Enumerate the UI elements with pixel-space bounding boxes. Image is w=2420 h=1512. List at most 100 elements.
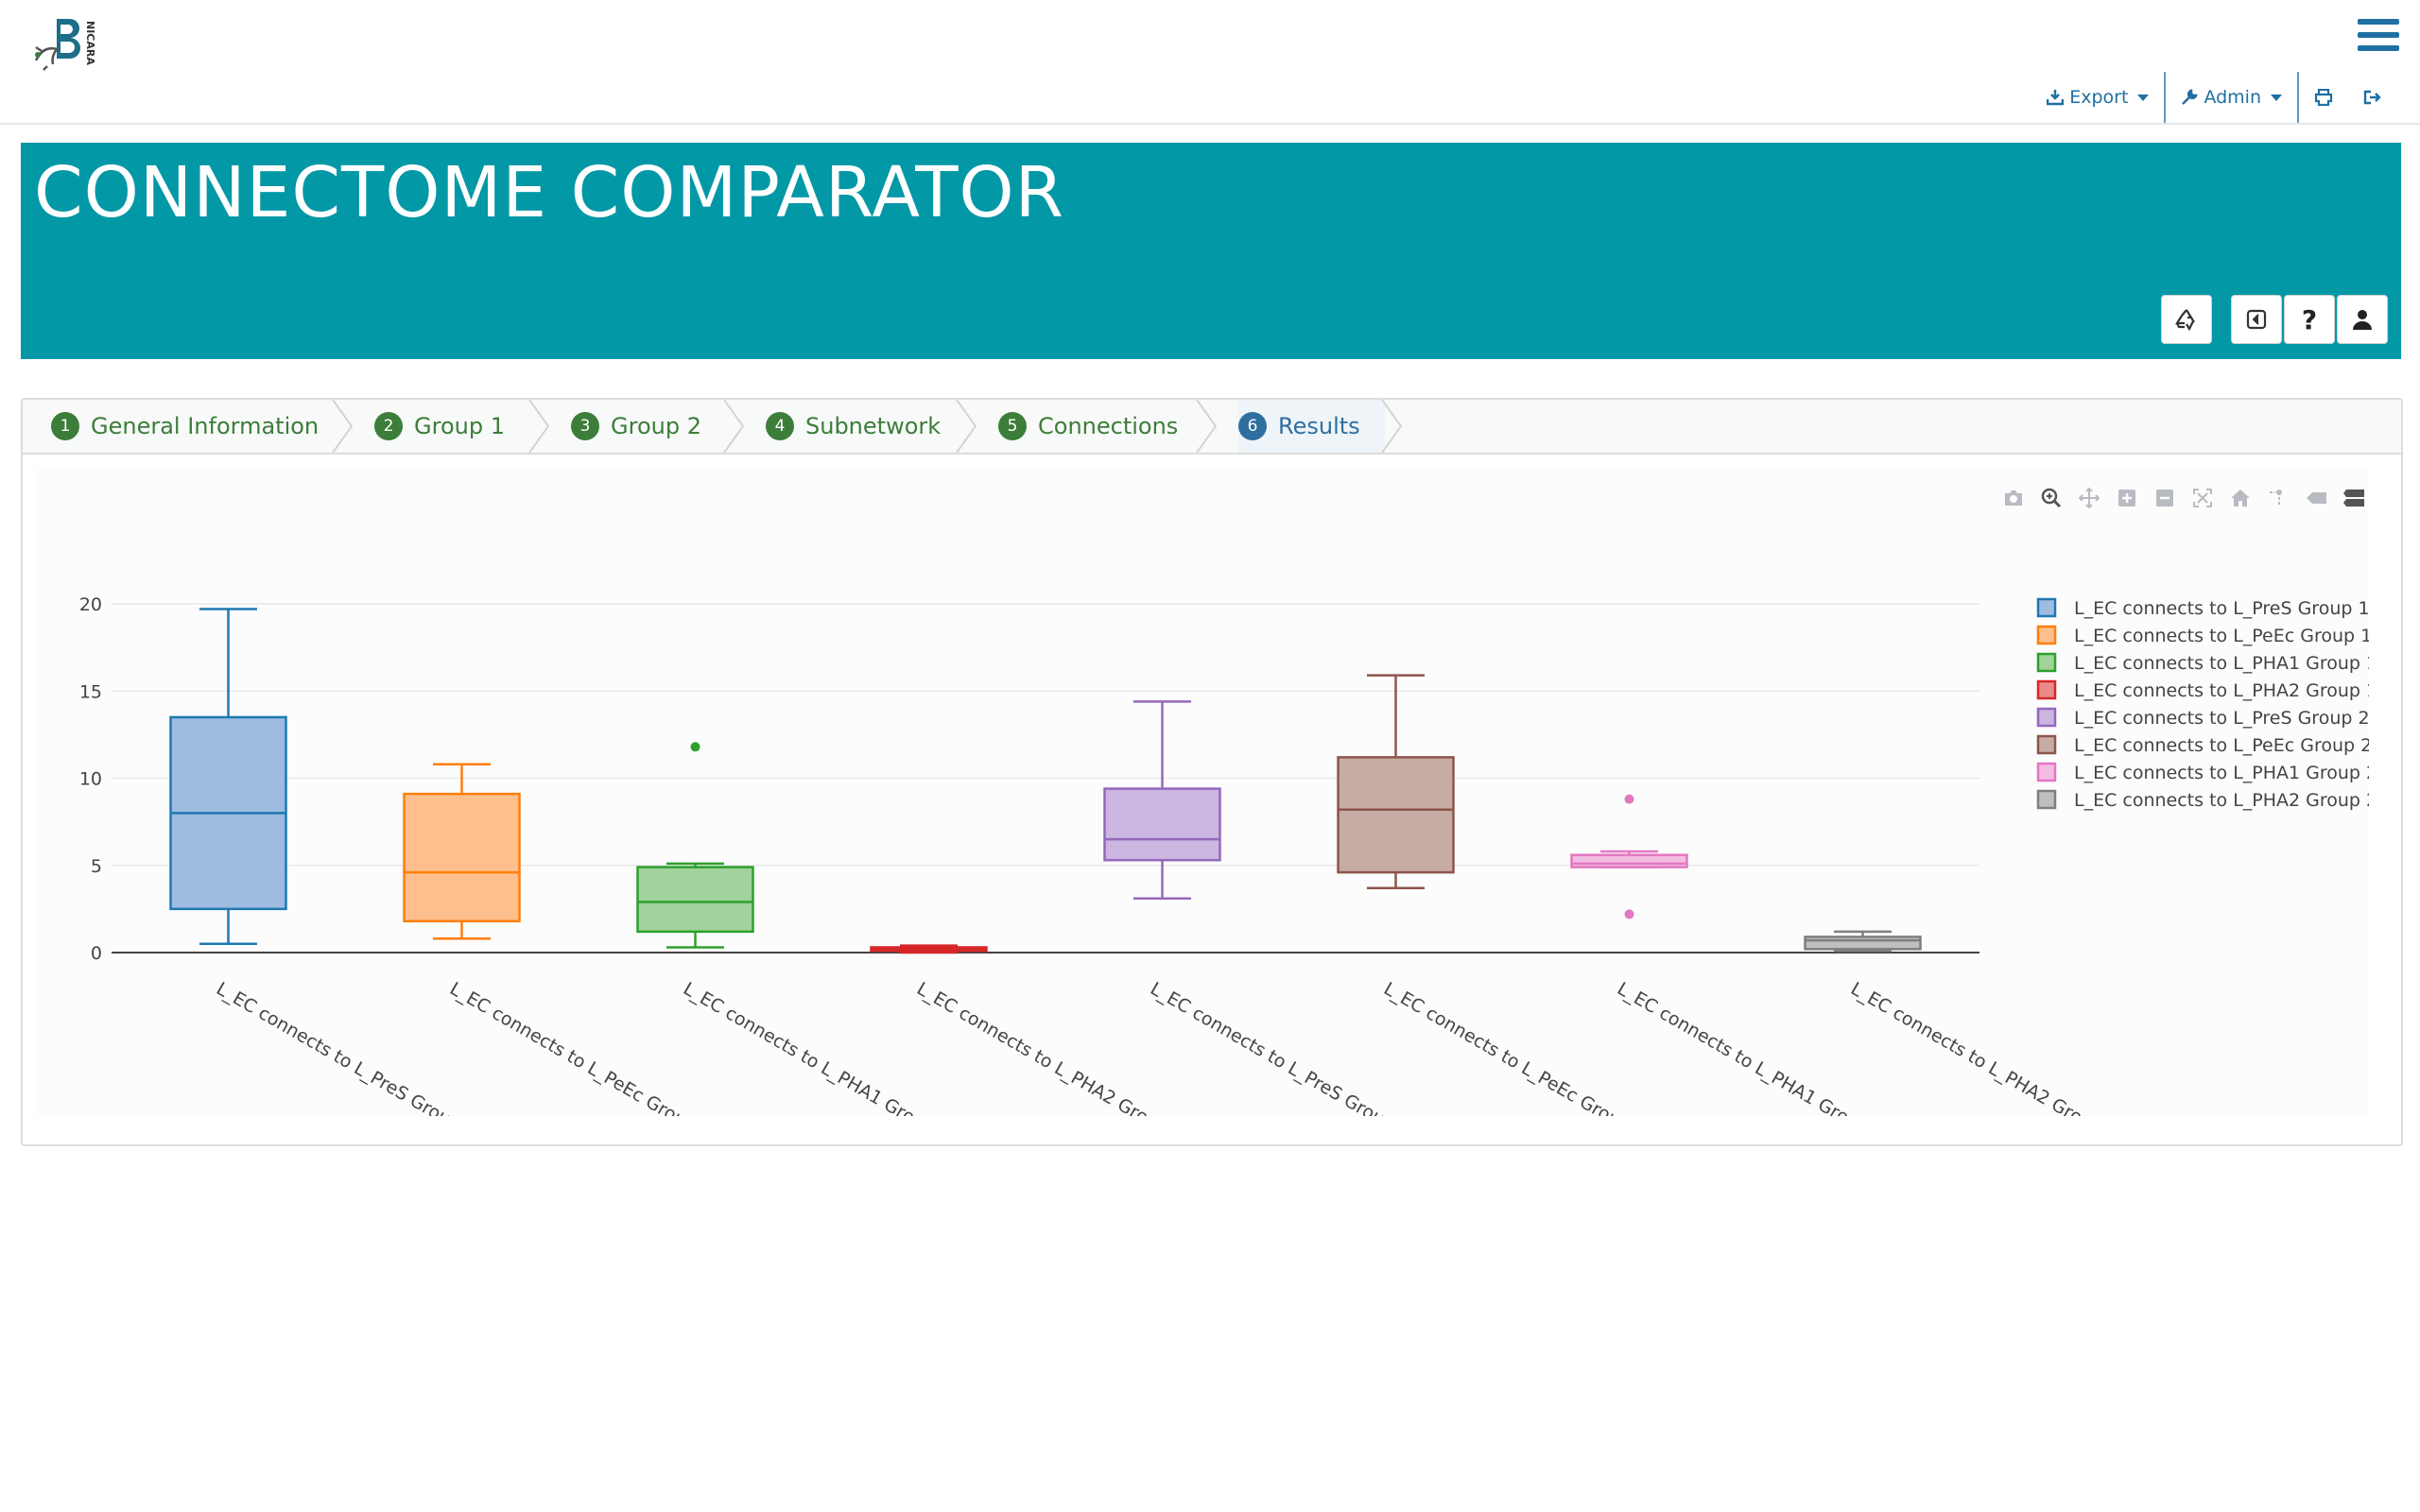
user-icon [2353,310,2372,330]
help-button[interactable]: ? [2284,295,2335,344]
tab-separator [723,400,745,453]
reset-axes-icon[interactable] [2229,487,2252,509]
legend-item[interactable]: L_EC connects to L_PHA1 Group 2 [2074,763,2377,783]
tab-subnetwork[interactable]: 4 Subnetwork [766,400,941,453]
print-icon [2314,89,2333,106]
reset-button[interactable] [2161,295,2212,344]
legend-item[interactable]: L_EC connects to L_PHA1 Group 1 [2074,653,2377,674]
page-title: CONNECTOME COMPARATOR [34,152,1065,233]
logo-text: NICARA [84,21,96,65]
tab-general-information[interactable]: 1 General Information [51,400,319,453]
logout-button[interactable] [2348,72,2397,123]
outlier-point [1624,794,1634,804]
y-tick-label: 15 [79,681,102,702]
x-tick-label: L_EC connects to L_PeEc Group ... [446,978,719,1116]
tab-group-1[interactable]: 2 Group 1 [374,400,505,453]
download-icon [2047,90,2065,106]
help-icon: ? [2301,303,2318,335]
box [636,866,754,934]
legend-swatch [2036,679,2057,700]
x-tick-label: L_EC connects to L_PreS Group ... [213,978,484,1116]
tab-connections[interactable]: 5 Connections [998,400,1178,453]
legend-swatch [2036,762,2057,782]
tab-separator [1196,400,1218,453]
back-icon [2246,309,2267,330]
legend-item[interactable]: L_EC connects to L_PeEc Group 2 [2074,735,2372,756]
box-plot-chart[interactable]: 0 5 10 15 20 L_EC connects to L_PreS Group ..… [36,468,2377,1151]
legend-item[interactable]: L_EC connects to L_PHA2 Group 1 [2074,680,2377,701]
legend-item[interactable]: L_EC connects to L_PreS Group 1 [2074,598,2370,619]
legend-item[interactable]: L_EC connects to L_PHA2 Group 2 [2074,790,2377,811]
tab-separator [956,400,977,453]
legend-swatch [2036,597,2057,618]
x-tick-label: L_EC connects to L_PHA1 Group ... [1614,978,1892,1116]
legend-swatch [2036,652,2057,673]
outlier-point [1624,909,1634,919]
pan-icon[interactable] [2078,487,2100,509]
zoom-in-icon[interactable] [2116,487,2138,509]
page-banner: CONNECTOME COMPARATOR ? [21,143,2401,359]
plot-modebar [2002,487,2365,509]
box [1804,936,1922,951]
print-button[interactable] [2299,72,2348,123]
hover-closest-icon[interactable] [2305,487,2327,509]
step-number: 6 [1238,412,1267,440]
legend-item[interactable]: L_EC connects to L_PreS Group 2 [2074,708,2370,729]
spike-lines-icon[interactable] [2267,487,2290,509]
camera-icon[interactable] [2002,487,2025,509]
x-tick-label: L_EC connects to L_PeEc Group ... [1380,978,1653,1116]
chevron-down-icon [2271,94,2282,101]
step-number: 2 [374,412,403,440]
y-tick-label: 0 [91,943,102,964]
legend-swatch [2036,734,2057,755]
nicara-logo[interactable]: NICARA [32,13,98,72]
y-tick-label: 20 [79,594,102,615]
top-navbar: NICARA Export Admin [0,0,2420,125]
tab-results[interactable]: 6 Results [1238,400,1385,453]
admin-label: Admin [2204,87,2261,108]
wrench-icon [2182,89,2199,105]
step-number: 3 [571,412,599,440]
box [1103,787,1221,862]
wizard-panel: 1 General Information 2 Group 1 3 Group … [21,398,2403,1151]
export-menu-button[interactable]: Export [2031,72,2164,123]
tab-label: Results [1278,413,1360,439]
wizard-tabs: 1 General Information 2 Group 1 3 Group … [23,400,2401,455]
legend-swatch [2036,625,2057,645]
x-tick-label: L_EC connects to L_PHA2 Group ... [1847,978,2125,1116]
hamburger-icon[interactable] [2358,19,2399,57]
x-tick-label: L_EC connects to L_PHA1 Group ... [680,978,958,1116]
tab-label: Connections [1038,413,1179,439]
hover-compare-icon[interactable] [2342,487,2365,509]
toolbar-divider [2164,72,2167,123]
top-toolbar: Export Admin [2031,72,2397,123]
results-plot: 0 5 10 15 20 L_EC connects to L_PreS Group ..… [36,468,2377,1151]
tab-label: Group 1 [414,413,505,439]
tab-separator [1381,400,1403,453]
step-number: 4 [766,412,794,440]
box [1337,756,1455,874]
tab-separator [528,400,550,453]
tab-separator [332,400,354,453]
outlier-point [690,742,700,752]
toolbar-divider [2297,72,2299,123]
zoom-out-icon[interactable] [2153,487,2176,509]
admin-menu-button[interactable]: Admin [2166,72,2297,123]
x-tick-label: L_EC connects to L_PHA2 Group ... [913,978,1191,1116]
sign-out-icon [2363,90,2381,105]
back-button[interactable] [2231,295,2282,344]
zoom-icon[interactable] [2040,487,2063,509]
legend-swatch [2036,707,2057,728]
box [1570,853,1688,868]
tab-group-2[interactable]: 3 Group 2 [571,400,701,453]
autoscale-icon[interactable] [2191,487,2214,509]
tab-label: General Information [91,413,320,439]
legend-item[interactable]: L_EC connects to L_PeEc Group 1 [2074,626,2372,646]
y-tick-label: 5 [91,856,102,877]
step-number: 5 [998,412,1027,440]
x-tick-label: L_EC connects to L_PreS Group ... [1147,978,1418,1116]
tab-label: Subnetwork [805,413,942,439]
user-button[interactable] [2337,295,2388,344]
box [403,792,521,923]
y-tick-label: 10 [79,769,102,790]
